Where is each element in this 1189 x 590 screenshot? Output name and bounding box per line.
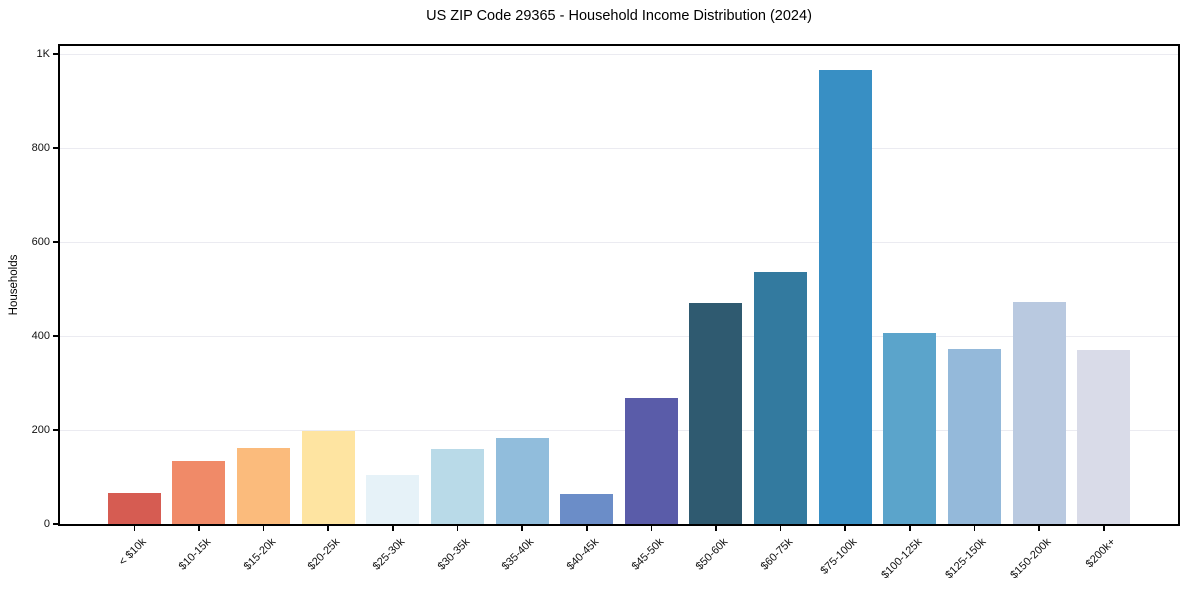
x-tick-mark-7 xyxy=(585,526,588,531)
x-tick-mark-12 xyxy=(909,526,911,531)
x-tick-label-2: $15-20k xyxy=(241,536,279,573)
bar-$45-50k xyxy=(624,398,678,524)
bar-< $10k xyxy=(107,493,161,524)
plot-area xyxy=(58,44,1180,526)
chart-title: US ZIP Code 29365 - Household Income Dis… xyxy=(426,8,812,24)
gridline-800 xyxy=(60,147,1178,149)
x-tick-mark-14 xyxy=(1038,526,1040,531)
bar-$25-30k xyxy=(366,474,420,524)
x-tick-label-13: $125-150k xyxy=(943,536,989,582)
y-tick-mark-200 xyxy=(53,429,58,431)
x-tick-mark-1 xyxy=(198,526,200,531)
y-tick-label-200: 200 xyxy=(31,423,50,436)
gridline-1K xyxy=(60,53,1178,55)
x-tick-mark-11 xyxy=(844,526,847,531)
x-tick-mark-6 xyxy=(521,526,523,531)
x-tick-mark-8 xyxy=(650,526,653,531)
x-tick-mark-15 xyxy=(1102,526,1105,531)
gridline-400 xyxy=(60,335,1178,337)
x-tick-label-8: $45-50k xyxy=(629,536,666,573)
x-tick-label-6: $35-40k xyxy=(499,536,537,573)
x-tick-mark-9 xyxy=(715,526,717,531)
bar-$15-20k xyxy=(237,447,291,524)
x-tick-label-3: $20-25k xyxy=(306,536,343,573)
bar-$40-45k xyxy=(560,494,614,524)
y-tick-mark-800 xyxy=(53,147,58,149)
bar-$100-125k xyxy=(883,333,937,524)
x-tick-label-4: $25-30k xyxy=(370,536,408,573)
x-tick-mark-3 xyxy=(327,526,329,531)
x-tick-label-12: $100-125k xyxy=(879,536,925,582)
bar-$150-200k xyxy=(1012,302,1066,524)
x-tick-label-1: $10-15k xyxy=(176,536,214,573)
x-tick-mark-4 xyxy=(392,526,394,531)
bar-$10-15k xyxy=(172,460,226,524)
x-tick-label-0: < $10k xyxy=(116,536,149,569)
bar-$200k+ xyxy=(1077,349,1131,524)
x-tick-label-10: $60-75k xyxy=(758,536,796,573)
x-tick-mark-2 xyxy=(262,526,265,531)
y-tick-mark-1K xyxy=(53,53,58,55)
bar-$75-100k xyxy=(818,69,872,524)
bar-$30-35k xyxy=(430,448,484,524)
x-tick-label-9: $50-60k xyxy=(693,536,731,573)
x-tick-label-7: $40-45k xyxy=(564,536,602,573)
gridline-200 xyxy=(60,429,1178,431)
x-tick-label-5: $30-35k xyxy=(435,536,472,573)
x-tick-label-11: $75-100k xyxy=(818,536,860,577)
y-tick-mark-0 xyxy=(53,523,58,525)
x-tick-mark-0 xyxy=(133,526,136,531)
bar-$50-60k xyxy=(689,303,743,524)
y-tick-label-800: 800 xyxy=(31,141,50,154)
x-tick-label-15: $200k+ xyxy=(1084,536,1119,571)
y-tick-label-0: 0 xyxy=(43,518,50,530)
x-tick-label-14: $150-200k xyxy=(1008,536,1054,582)
x-tick-mark-13 xyxy=(973,526,976,531)
y-axis-label: Households xyxy=(8,254,20,316)
y-tick-mark-600 xyxy=(53,241,58,243)
y-tick-mark-400 xyxy=(53,335,58,337)
bar-$60-75k xyxy=(754,272,808,524)
y-tick-label-600: 600 xyxy=(31,235,50,248)
y-tick-label-400: 400 xyxy=(31,329,50,342)
y-tick-label-1K: 1K xyxy=(36,47,50,60)
x-tick-mark-10 xyxy=(779,526,782,531)
bar-$35-40k xyxy=(495,438,549,524)
gridline-600 xyxy=(60,241,1178,243)
bar-$125-150k xyxy=(947,349,1001,524)
x-tick-mark-5 xyxy=(456,526,459,531)
bar-$20-25k xyxy=(301,431,355,524)
